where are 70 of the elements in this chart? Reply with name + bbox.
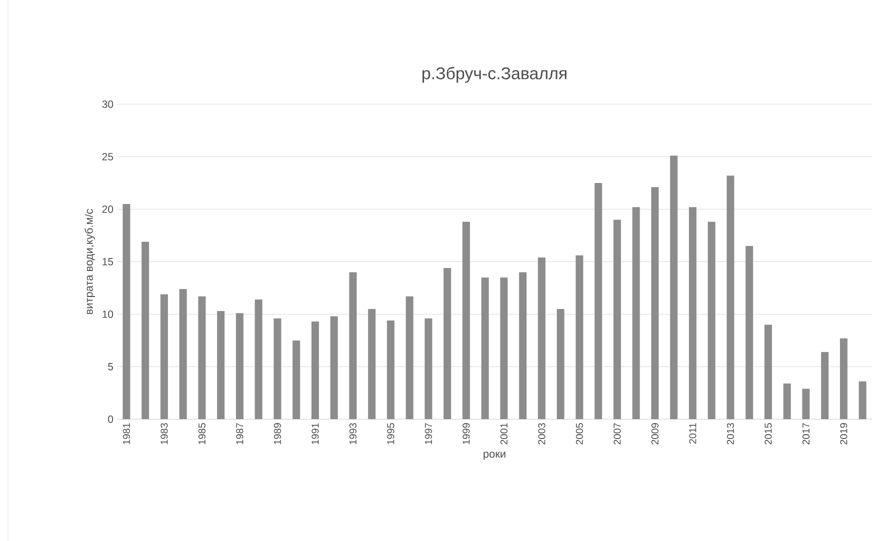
y-tick-label: 5 <box>108 362 114 370</box>
bar <box>254 299 262 420</box>
chart-title: р.Збруч-с.Завалля <box>422 66 566 83</box>
bar <box>519 272 527 420</box>
x-tick-label: 2019 <box>840 422 848 444</box>
bar <box>594 182 602 420</box>
x-tick-label: 1989 <box>274 422 281 444</box>
y-tick-label: 20 <box>102 205 114 213</box>
x-tick-label: 1993 <box>349 422 356 444</box>
bar <box>406 296 414 420</box>
y-axis-title: витрата води,куб.м/с <box>84 208 95 314</box>
bar <box>444 268 452 420</box>
x-tick-label: 2015 <box>764 422 772 444</box>
bar <box>274 318 282 420</box>
x-tick-label: 2005 <box>576 422 583 444</box>
x-tick-label: 2011 <box>689 423 696 444</box>
bar <box>368 308 376 420</box>
bar <box>632 206 640 420</box>
bar <box>726 175 734 420</box>
bar <box>179 288 187 420</box>
bar <box>462 222 470 420</box>
x-tick-label: 2009 <box>651 422 658 444</box>
x-tick-label: 1995 <box>387 422 394 444</box>
bar <box>538 257 546 420</box>
bar <box>481 277 489 420</box>
y-tick-label: 15 <box>102 258 114 266</box>
bar <box>688 206 696 420</box>
x-tick-label: 2003 <box>538 422 546 444</box>
bar <box>236 312 244 420</box>
x-tick-label: 2001 <box>500 423 508 444</box>
bar <box>613 220 621 420</box>
x-tick-label: 1999 <box>462 422 470 444</box>
bar <box>858 381 866 420</box>
bar <box>670 155 678 420</box>
bar <box>840 338 848 420</box>
y-tick-label: 25 <box>102 152 114 160</box>
x-tick-label: 2017 <box>802 423 810 444</box>
bar <box>708 222 716 420</box>
bar <box>556 308 564 420</box>
bar <box>576 255 584 420</box>
bar <box>821 352 829 420</box>
x-tick-label: 1997 <box>424 423 432 444</box>
bar <box>802 388 810 420</box>
bar <box>160 294 168 420</box>
bar <box>217 310 225 420</box>
y-tick-label: 0 <box>108 415 114 423</box>
x-tick-label: 1991 <box>312 423 319 444</box>
y-tick-label: 30 <box>102 100 114 108</box>
bar <box>386 320 394 420</box>
x-tick-label: 1987 <box>236 423 244 444</box>
bar <box>330 316 338 420</box>
bar <box>651 186 659 420</box>
bar <box>349 272 357 420</box>
x-tick-label: 2007 <box>614 423 621 444</box>
bar <box>424 318 432 420</box>
x-tick-label: 1985 <box>198 422 206 444</box>
x-tick-label: 1981 <box>122 423 130 444</box>
bar <box>500 277 508 420</box>
y-tick-label: 10 <box>102 310 114 318</box>
bar <box>764 324 772 420</box>
bar <box>142 242 150 420</box>
bar <box>122 204 130 420</box>
x-tick-label: 1983 <box>160 422 168 444</box>
bar <box>198 296 206 420</box>
bar <box>311 321 319 420</box>
bar <box>746 246 754 420</box>
bar <box>292 340 300 420</box>
bar <box>783 383 791 420</box>
x-axis-title: роки <box>484 452 506 460</box>
x-tick-label: 2013 <box>726 422 734 444</box>
